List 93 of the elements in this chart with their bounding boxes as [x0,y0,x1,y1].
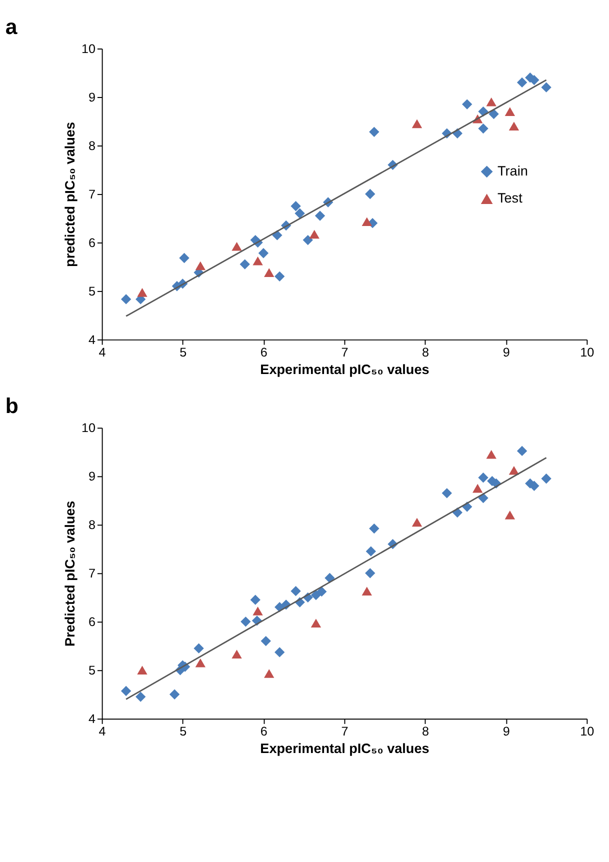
x-tick-label: 4 [98,345,106,360]
x-tick-label: 5 [180,724,187,739]
point [412,518,422,527]
point [169,689,180,700]
point [508,122,520,131]
x-tick-label: 10 [580,345,594,360]
y-tick-label: 8 [88,518,96,532]
point [232,242,242,251]
point [260,636,271,646]
x-tick-label: 10 [580,724,594,739]
point [478,123,488,134]
point [412,119,422,128]
point [252,256,263,266]
point [365,568,376,578]
y-tick-label: 5 [88,664,96,678]
legend-label: Train [497,164,528,179]
point [120,686,132,696]
point [302,234,313,246]
x-tick-label: 4 [98,724,106,739]
y-tick-label: 6 [88,615,96,630]
y-tick-label: 7 [88,566,96,581]
point [486,97,496,106]
point [274,647,285,658]
point [442,488,452,498]
point [240,259,250,270]
point [362,217,372,226]
point [274,271,285,282]
x-tick-label: 6 [260,345,268,360]
point [250,594,260,605]
point [362,586,372,596]
point [290,201,301,212]
y-tick-label: 10 [82,42,96,56]
point [137,666,148,675]
y-tick-label: 7 [88,187,96,202]
point [365,188,376,200]
point [120,294,132,304]
y-tick-label: 10 [82,421,96,436]
point [290,586,301,596]
point [516,446,528,456]
x-tick-label: 8 [422,724,430,739]
point [310,618,322,628]
x-axis-title: Experimental pIC₅₀ values [260,741,430,756]
y-tick-label: 4 [88,712,96,726]
point [195,658,206,668]
point [486,450,496,459]
point [240,616,251,627]
x-tick-label: 9 [502,345,510,360]
point [136,692,146,702]
x-tick-label: 8 [422,345,430,360]
y-tick-label: 5 [88,284,96,298]
point [264,268,274,277]
y-tick-label: 6 [88,236,96,250]
point [478,472,488,483]
point [314,210,326,221]
point [366,546,376,556]
point [232,650,242,659]
x-tick-label: 6 [260,724,268,739]
point [194,643,204,654]
legend-label: Test [497,190,523,206]
point [252,606,263,616]
point [258,248,269,258]
point [541,82,552,92]
x-tick-label: 9 [502,724,510,739]
point [488,108,499,120]
point [309,230,320,239]
point [369,126,380,138]
point [508,466,520,475]
point [179,252,190,264]
y-axis-title: predicted pIC₅₀ values [62,122,78,267]
x-tick-label: 5 [180,345,187,360]
point [541,474,552,484]
point [529,480,540,491]
point [472,484,483,493]
point [316,586,327,597]
point [137,288,148,297]
y-tick-label: 9 [88,90,96,104]
point [294,208,305,218]
point [462,99,472,110]
chart-title: a [5,14,18,39]
y-tick-label: 4 [88,332,96,347]
chart-title: b [5,394,18,418]
point [369,523,380,534]
point [195,261,206,270]
point [264,669,274,678]
x-tick-label: 7 [341,345,348,360]
y-tick-label: 8 [88,138,96,153]
y-axis-title: Predicted pIC₅₀ values [62,500,78,647]
y-tick-label: 9 [88,470,96,484]
x-axis-title: Experimental pIC₅₀ values [260,362,430,377]
point [516,77,528,88]
point [504,107,516,116]
point [504,510,516,520]
x-tick-label: 7 [341,724,348,739]
